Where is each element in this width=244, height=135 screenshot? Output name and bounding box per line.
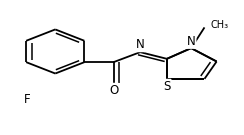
Text: N: N [187, 35, 195, 48]
Text: F: F [24, 93, 30, 106]
Text: N: N [136, 38, 145, 51]
Text: CH₃: CH₃ [211, 20, 229, 30]
Text: O: O [109, 84, 118, 97]
Text: S: S [163, 80, 171, 93]
